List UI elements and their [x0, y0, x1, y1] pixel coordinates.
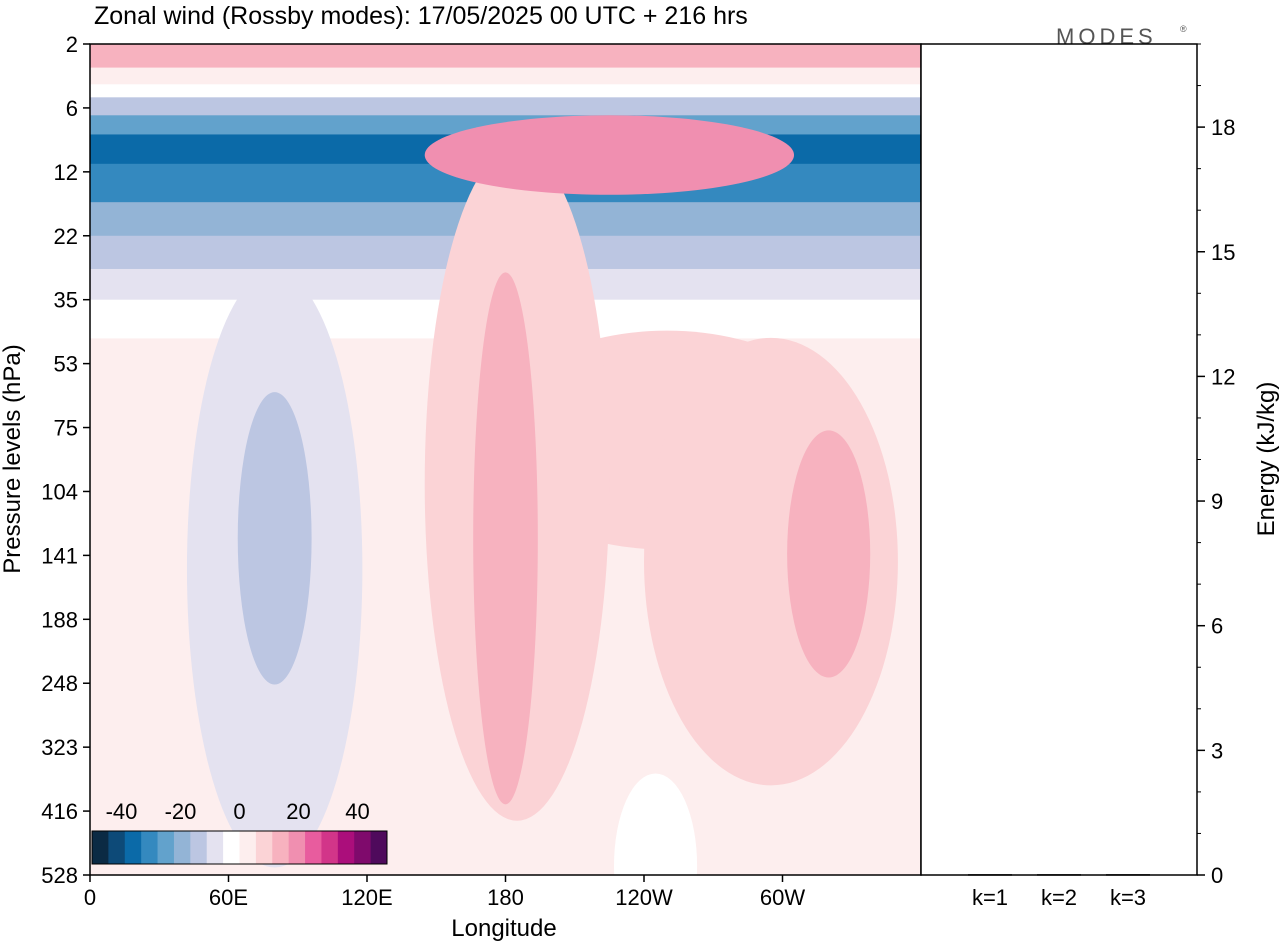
x-tick-label: 180: [487, 885, 524, 910]
colorbar-tick-label: 0: [233, 799, 245, 824]
y-tick-label: 104: [41, 479, 78, 504]
wind-anomaly: [787, 430, 871, 678]
colorbar-swatch: [288, 831, 306, 864]
y-tick-label: 6: [66, 96, 78, 121]
wind-band: [90, 84, 921, 98]
colorbar-swatch: [141, 831, 158, 864]
wind-anomaly: [237, 392, 312, 685]
energy-axis-label: Energy (kJ/kg): [1253, 382, 1280, 537]
colorbar-tick-label: -40: [106, 799, 138, 824]
energy-bar: [1037, 874, 1081, 876]
y-axis-label: Pressure levels (hPa): [0, 344, 26, 573]
colorbar-swatch: [206, 831, 224, 864]
energy-category-label: k=1: [972, 885, 1008, 910]
y-tick-label: 141: [41, 543, 78, 568]
heatmap-plot-area: [90, 44, 921, 875]
energy-x-axis: k=1 k=2 k=3: [972, 885, 1146, 910]
y-tick-label: 188: [41, 607, 78, 632]
y-tick-label: 12: [54, 160, 78, 185]
colorbar-tick-label: 40: [345, 799, 369, 824]
wind-anomaly: [614, 773, 698, 875]
colorbar-swatch: [272, 831, 290, 864]
wind-band: [90, 97, 921, 116]
energy-tick-label: 15: [1211, 240, 1235, 265]
x-tick-label: 120E: [341, 885, 392, 910]
colorbar-swatch: [173, 831, 191, 864]
chart-title: Zonal wind (Rossby modes): 17/05/2025 00…: [94, 2, 748, 30]
colorbar-swatch: [223, 831, 240, 864]
energy-tick-label: 3: [1211, 738, 1223, 763]
energy-y-axis: 0 3 6 9 12 15 18: [1197, 43, 1235, 888]
energy-panel-frame: [920, 43, 1198, 876]
energy-tick-label: 6: [1211, 614, 1223, 639]
energy-category-label: k=3: [1110, 885, 1146, 910]
y-tick-label: 2: [66, 32, 78, 57]
colorbar-tick-label: -20: [165, 799, 197, 824]
x-axis-label: Longitude: [451, 915, 556, 942]
colorbar-swatch: [305, 831, 322, 864]
y-axis: 2 6 12 22 35 53 75 104 141 188 248 323 416 528: [41, 32, 90, 888]
colorbar-swatch: [157, 831, 175, 864]
y-tick-label: 22: [54, 224, 78, 249]
colorbar-tick-label: 20: [286, 799, 310, 824]
wind-anomaly: [424, 115, 795, 195]
y-tick-label: 528: [41, 863, 78, 888]
y-tick-label: 75: [54, 416, 78, 441]
registered-mark: ®: [1180, 24, 1187, 34]
colorbar-swatch: [92, 831, 109, 864]
wind-band: [90, 67, 921, 85]
colorbar-swatch: [354, 831, 372, 864]
energy-tick-label: 12: [1211, 364, 1235, 389]
colorbar-swatch: [124, 831, 142, 864]
colorbar-swatch: [255, 831, 273, 864]
x-tick-label: 0: [84, 885, 96, 910]
colorbar: -40 -20 0 20 40: [91, 799, 388, 865]
energy-tick-label: 18: [1211, 115, 1235, 140]
energy-bar: [968, 874, 1012, 876]
y-tick-label: 416: [41, 799, 78, 824]
energy-bar: [1106, 874, 1150, 876]
y-tick-label: 35: [54, 288, 78, 313]
energy-tick-label: 0: [1211, 863, 1223, 888]
x-tick-label: 120W: [615, 885, 673, 910]
y-tick-label: 248: [41, 671, 78, 696]
colorbar-swatch: [337, 831, 355, 864]
colorbar-swatch: [190, 831, 208, 864]
colorbar-swatch: [108, 831, 126, 864]
wind-band: [90, 44, 921, 69]
x-tick-label: 60W: [760, 885, 805, 910]
colorbar-swatch: [370, 831, 388, 864]
y-tick-label: 53: [54, 352, 78, 377]
colorbar-frame: [91, 830, 388, 865]
x-axis: 0 60E 120E 180 120W 60W: [84, 875, 805, 910]
colorbar-swatch: [321, 831, 339, 864]
colorbar-swatch: [239, 831, 257, 864]
wind-anomaly: [473, 272, 538, 805]
energy-tick-label: 9: [1211, 489, 1223, 514]
energy-category-label: k=2: [1041, 885, 1077, 910]
x-tick-label: 60E: [209, 885, 248, 910]
energy-bars: [968, 874, 1150, 876]
y-tick-label: 323: [41, 735, 78, 760]
